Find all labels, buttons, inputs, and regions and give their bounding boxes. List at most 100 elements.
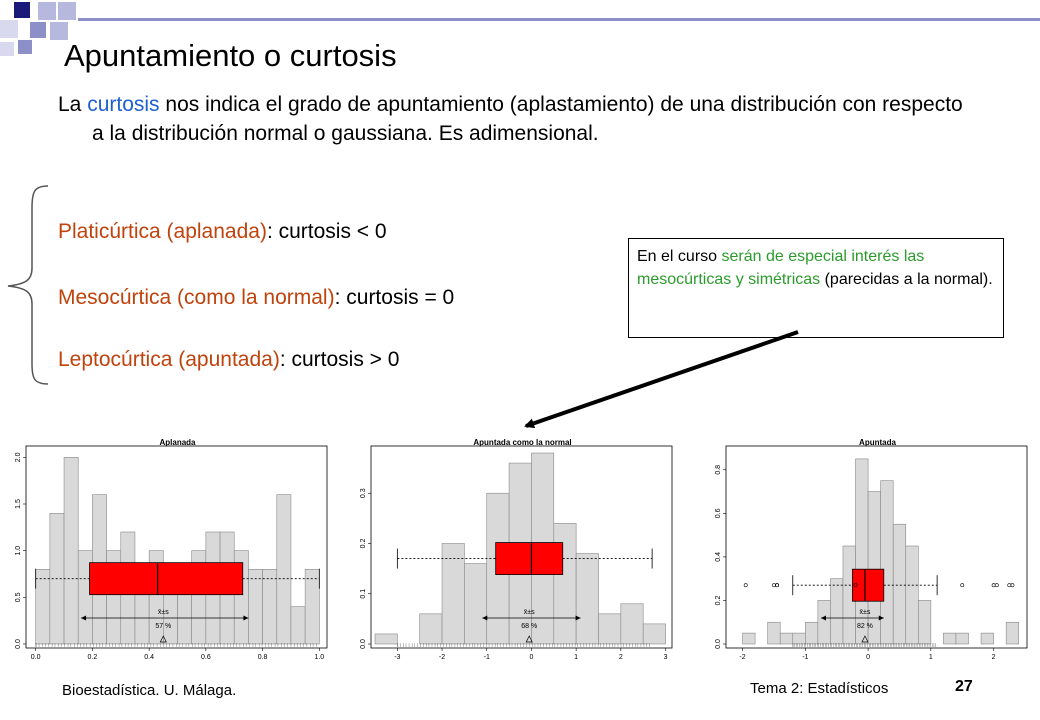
interval-arrow-left xyxy=(821,615,827,621)
plot-frame xyxy=(725,445,1028,649)
y-tick-label: 1.0 xyxy=(15,546,22,556)
plot-frame xyxy=(25,445,328,649)
slide-title: Apuntamiento o curtosis xyxy=(64,38,397,73)
box xyxy=(851,568,885,602)
type-label: Mesocúrtica (como la normal) xyxy=(58,286,335,309)
intro-text: La curtosis nos indica el grado de apunt… xyxy=(58,90,972,148)
type-rule: : curtosis < 0 xyxy=(266,220,387,243)
deco-square xyxy=(30,22,46,38)
histogram-bar xyxy=(867,491,881,645)
histogram-bar xyxy=(419,613,443,645)
outlier-point xyxy=(960,583,965,588)
x-tick-label: -2 xyxy=(439,654,445,661)
histogram-bar xyxy=(598,613,622,645)
histogram-bar xyxy=(943,632,957,645)
interval-label: x̄±s xyxy=(860,609,871,616)
x-tick-label: 0.2 xyxy=(88,654,98,661)
histogram-bar xyxy=(980,632,994,645)
interval-arrow-left xyxy=(81,615,87,621)
outlier-point xyxy=(991,583,996,588)
type-rule: : curtosis = 0 xyxy=(334,286,455,309)
x-tick-label: -2 xyxy=(739,654,745,661)
intro-highlight: curtosis xyxy=(87,93,160,116)
chart-aplanada: Aplanada x̄±s 57 % 0.0 0.2 0.4 0.6 0.8 1.0 0.0 0.5… xyxy=(15,438,328,661)
interval-arrow-left xyxy=(482,615,488,621)
chart-apuntada-como-normal: Apuntada como la normal x̄±s 68 % -3 -2 -1 0 1 2… xyxy=(360,438,673,661)
x-tick-label: 2 xyxy=(619,654,623,661)
deco-square xyxy=(0,20,18,38)
chart-apuntada: Apuntada x̄±s 82 % -2 -1 0 1 2 0.0 0.2 0.4 0.6 0.8 xyxy=(715,438,1028,661)
x-tick-label: 0.6 xyxy=(201,654,211,661)
box xyxy=(495,542,564,575)
chart-title: Apuntada como la normal xyxy=(473,438,571,447)
x-tick-label: -1 xyxy=(802,654,808,661)
deco-square xyxy=(14,2,30,18)
outlier-point xyxy=(1007,583,1012,588)
histogram-bar xyxy=(290,606,306,645)
histogram-bar xyxy=(805,621,819,645)
x-tick-label: 3 xyxy=(664,654,668,661)
outlier-point xyxy=(853,583,858,588)
type-mesocurtica: Mesocúrtica (como la normal): curtosis =… xyxy=(58,286,454,310)
histogram-bar xyxy=(262,569,278,645)
outlier-point xyxy=(772,583,776,588)
x-tick-label: 0 xyxy=(866,654,870,661)
box xyxy=(89,562,244,596)
plot-frame xyxy=(370,445,673,649)
chart-title: Aplanada xyxy=(159,438,196,447)
histogram-bar xyxy=(1005,621,1020,645)
histogram-bar xyxy=(248,569,263,645)
y-tick-label: 0.2 xyxy=(360,539,367,549)
outlier-point xyxy=(994,583,999,588)
deco-square xyxy=(38,2,56,20)
y-tick-label: 0.1 xyxy=(360,589,367,599)
histogram-bar xyxy=(892,523,907,645)
x-tick-label: 0 xyxy=(529,654,533,661)
deco-square xyxy=(50,22,68,40)
intro-before: La xyxy=(58,93,88,116)
histogram-bar xyxy=(880,480,894,645)
x-tick-label: 0.0 xyxy=(31,654,41,661)
x-tick-label: -1 xyxy=(484,654,490,661)
mean-marker xyxy=(159,635,167,643)
histogram-bar xyxy=(792,632,806,645)
type-label: Platicúrtica (aplanada) xyxy=(58,220,267,243)
x-tick-label: 1.0 xyxy=(314,654,324,661)
histogram-bar xyxy=(830,578,844,645)
x-tick-label: 0.8 xyxy=(258,654,268,661)
y-tick-label: 0.6 xyxy=(715,508,722,518)
type-platicurtica: Platicúrtica (aplanada): curtosis < 0 xyxy=(58,220,387,244)
percent-label: 68 % xyxy=(521,623,537,630)
y-tick-label: 0.8 xyxy=(715,465,722,475)
percent-label: 57 % xyxy=(155,623,171,630)
y-tick-label: 0.5 xyxy=(15,592,22,602)
mean-marker xyxy=(861,635,869,643)
x-tick-label: -3 xyxy=(394,654,400,661)
footer-right: Tema 2: Estadísticos xyxy=(750,680,889,697)
interval-arrow-right xyxy=(243,615,249,621)
percent-label: 82 % xyxy=(857,623,873,630)
note-after: (parecidas a la normal). xyxy=(820,271,993,288)
interval-label: x̄±s xyxy=(158,609,169,616)
type-label: Leptocúrtica (apuntada) xyxy=(58,348,280,371)
histogram-bar xyxy=(905,545,919,645)
histogram-bar xyxy=(955,632,969,645)
histogram-bar xyxy=(642,623,666,645)
page-number: 27 xyxy=(955,678,973,695)
note-before: En el curso xyxy=(637,248,722,265)
type-leptocurtica: Leptocúrtica (apuntada): curtosis > 0 xyxy=(58,348,399,372)
histogram-bar xyxy=(553,523,577,645)
intro-after: nos indica el grado de apuntamiento (apl… xyxy=(92,93,963,145)
x-tick-label: 0.4 xyxy=(144,654,154,661)
histogram-bar xyxy=(464,563,488,645)
deco-square xyxy=(58,2,76,20)
histogram-bar xyxy=(374,633,398,645)
histogram-bar xyxy=(35,569,51,645)
interval-label: x̄±s xyxy=(524,609,535,616)
histogram-bar xyxy=(276,494,292,645)
header-decoration xyxy=(0,2,1040,56)
histogram-bar xyxy=(917,600,932,645)
y-tick-label: 0.3 xyxy=(360,488,367,498)
histogram-bar xyxy=(63,457,79,645)
deco-square xyxy=(0,42,14,56)
